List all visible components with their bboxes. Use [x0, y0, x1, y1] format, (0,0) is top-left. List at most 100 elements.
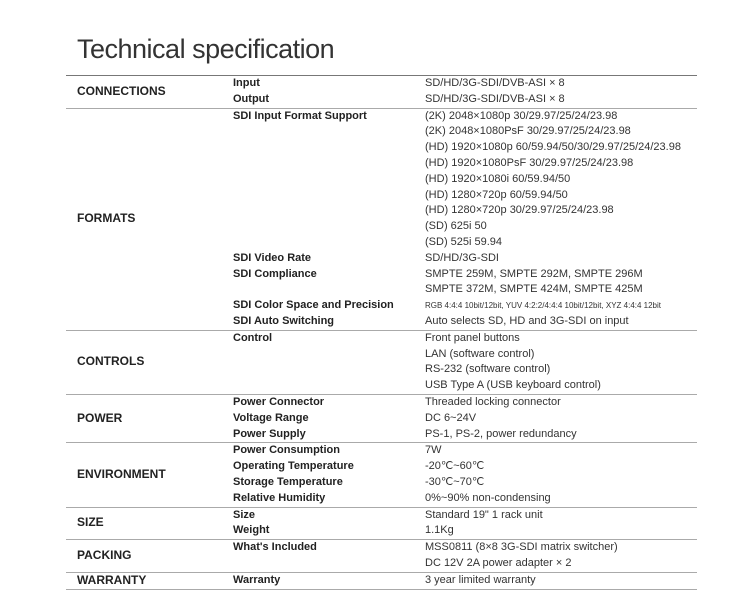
- spec-label: Power Consumption: [233, 444, 340, 457]
- spec-value: (HD) 1920×1080i 60/59.94/50: [425, 172, 571, 185]
- spec-label: What's Included: [233, 541, 317, 554]
- spec-row: (HD) 1920×1080PsF 30/29.97/25/24/23.98: [66, 156, 697, 172]
- section-category: WARRANTY: [77, 572, 147, 587]
- spec-value: LAN (software control): [425, 347, 535, 360]
- spec-row: SDI Auto Switching Auto selects SD, HD an…: [66, 314, 697, 330]
- spec-label: SDI Color Space and Precision: [233, 299, 394, 312]
- spec-value: RGB 4:4:4 10bit/12bit, YUV 4:2:2/4:4:4 1…: [425, 301, 662, 311]
- spec-value: 0%~90% non-condensing: [425, 491, 551, 504]
- spec-value: SMPTE 372M, SMPTE 424M, SMPTE 425M: [425, 283, 643, 296]
- spec-section-packing: PACKING What's Included MSS0811 (8×8 3G-SD…: [66, 539, 697, 573]
- spec-row: (HD) 1920×1080i 60/59.94/50: [66, 172, 697, 188]
- spec-value: PS-1, PS-2, power redundancy: [425, 427, 577, 440]
- spec-label: Warranty: [233, 573, 281, 586]
- spec-label: SDI Video Rate: [233, 251, 312, 264]
- section-category: PACKING: [77, 548, 132, 562]
- spec-value: (HD) 1280×720p 30/29.97/25/24/23.98: [425, 204, 614, 217]
- spec-value: USB Type A (USB keyboard control): [425, 379, 601, 392]
- spec-row: Voltage Range DC 6~24V: [66, 411, 697, 427]
- spec-value: 7W: [425, 444, 442, 457]
- spec-value: SD/HD/3G-SDI/DVB-ASI × 8: [425, 77, 565, 89]
- spec-value: (SD) 525i 59.94: [425, 235, 503, 248]
- spec-row: (SD) 525i 59.94: [66, 235, 697, 251]
- spec-label: [233, 124, 425, 140]
- spec-label: Power Supply: [233, 427, 306, 440]
- spec-value: 1.1Kg: [425, 524, 454, 537]
- section-category: ENVIRONMENT: [77, 467, 166, 482]
- spec-value: -20℃~60℃: [425, 460, 485, 473]
- spec-row: (HD) 1920×1080p 60/59.94/50/30/29.97/25/…: [66, 140, 697, 156]
- spec-label: [233, 235, 425, 251]
- section-category: FORMATS: [77, 211, 136, 226]
- spec-value: MSS0811 (8×8 3G-SDI matrix switcher): [425, 541, 618, 554]
- spec-row: USB Type A (USB keyboard control): [66, 378, 697, 394]
- spec-label: [233, 188, 425, 204]
- spec-value: Front panel buttons: [425, 331, 520, 344]
- spec-label: [233, 347, 425, 363]
- spec-label: SDI Compliance: [233, 267, 317, 280]
- spec-label: [233, 556, 425, 572]
- spec-section-power: POWER Power Connector Threaded locking con…: [66, 394, 697, 442]
- spec-value: Threaded locking connector: [425, 395, 561, 408]
- spec-row: (HD) 1280×720p 30/29.97/25/24/23.98: [66, 203, 697, 219]
- spec-row: SDI Video Rate SD/HD/3G-SDI: [66, 251, 697, 267]
- spec-label: Input: [233, 77, 260, 89]
- spec-label: Output: [233, 92, 270, 105]
- spec-table: CONNECTIONS Input SD/HD/3G-SDI/DVB-ASI × 8…: [66, 75, 697, 590]
- spec-row: Storage Temperature -30℃~70℃: [66, 475, 697, 491]
- spec-label: SDI Input Format Support: [233, 109, 367, 122]
- spec-value: (HD) 1280×720p 60/59.94/50: [425, 188, 568, 201]
- spec-row: CONNECTIONS Input SD/HD/3G-SDI/DVB-ASI × 8: [66, 76, 697, 98]
- spec-value: SD/HD/3G-SDI: [425, 251, 499, 264]
- spec-value: (2K) 2048×1080PsF 30/29.97/25/24/23.98: [425, 125, 631, 138]
- spec-row: WARRANTY Warranty 3 year limited warranty: [66, 572, 697, 589]
- spec-row: CONTROLS Control Front panel buttons: [66, 330, 697, 369]
- spec-section-warranty: WARRANTY Warranty 3 year limited warranty: [66, 572, 697, 589]
- spec-label: Relative Humidity: [233, 491, 326, 504]
- spec-label: Power Connector: [233, 395, 325, 408]
- spec-row: SMPTE 372M, SMPTE 424M, SMPTE 425M: [66, 282, 697, 298]
- spec-value: -30℃~70℃: [425, 475, 485, 488]
- spec-row: (2K) 2048×1080PsF 30/29.97/25/24/23.98: [66, 124, 697, 140]
- section-category: POWER: [77, 410, 123, 425]
- spec-label: [233, 156, 425, 172]
- spec-value: SD/HD/3G-SDI/DVB-ASI × 8: [425, 92, 565, 105]
- spec-row: Relative Humidity 0%~90% non-condensing: [66, 491, 697, 507]
- spec-row: SIZE Size Standard 19" 1 rack unit: [66, 507, 697, 530]
- spec-row: Weight 1.1Kg: [66, 523, 697, 539]
- section-category: CONNECTIONS: [77, 83, 166, 98]
- spec-value: (2K) 2048×1080p 30/29.97/25/24/23.98: [425, 109, 618, 122]
- spec-label: SDI Auto Switching: [233, 314, 335, 327]
- spec-row: FORMATS SDI Input Format Support (2K) 2048…: [66, 108, 697, 226]
- spec-row: SDI Color Space and Precision RGB 4:4:4 1…: [66, 298, 697, 314]
- spec-row: RS-232 (software control): [66, 362, 697, 378]
- spec-value: RS-232 (software control): [425, 363, 551, 376]
- spec-label: Size: [233, 508, 256, 521]
- spec-value: Auto selects SD, HD and 3G-SDI on input: [425, 314, 629, 327]
- spec-row: Power Supply PS-1, PS-2, power redundancy: [66, 427, 697, 443]
- spec-row: Operating Temperature -20℃~60℃: [66, 459, 697, 475]
- spec-section-controls: CONTROLS Control Front panel buttons LAN (s…: [66, 330, 697, 394]
- spec-row: LAN (software control): [66, 347, 697, 363]
- spec-value: Standard 19" 1 rack unit: [425, 508, 543, 521]
- spec-label: [233, 172, 425, 188]
- spec-label: Weight: [233, 524, 270, 537]
- spec-label: [233, 282, 425, 298]
- spec-label: Storage Temperature: [233, 475, 343, 488]
- spec-label: Operating Temperature: [233, 460, 354, 473]
- spec-value: (SD) 625i 50: [425, 220, 487, 233]
- spec-row: SDI Compliance SMPTE 259M, SMPTE 292M, SM…: [66, 267, 697, 283]
- section-category: SIZE: [77, 515, 104, 530]
- spec-value: DC 12V 2A power adapter × 2: [425, 556, 572, 569]
- section-category: CONTROLS: [77, 354, 145, 369]
- spec-row: Output SD/HD/3G-SDI/DVB-ASI × 8: [66, 92, 697, 108]
- spec-section-size: SIZE Size Standard 19" 1 rack unit Weight 1.…: [66, 507, 697, 540]
- spec-label: [233, 203, 425, 219]
- spec-label: [233, 219, 425, 235]
- spec-value: 3 year limited warranty: [425, 573, 536, 586]
- spec-label: [233, 362, 425, 378]
- spec-label: Voltage Range: [233, 411, 309, 424]
- spec-section-environment: ENVIRONMENT Power Consumption 7W Operating …: [66, 442, 697, 507]
- spec-row: POWER Power Connector Threaded locking con…: [66, 394, 697, 425]
- spec-row: DC 12V 2A power adapter × 2: [66, 556, 697, 572]
